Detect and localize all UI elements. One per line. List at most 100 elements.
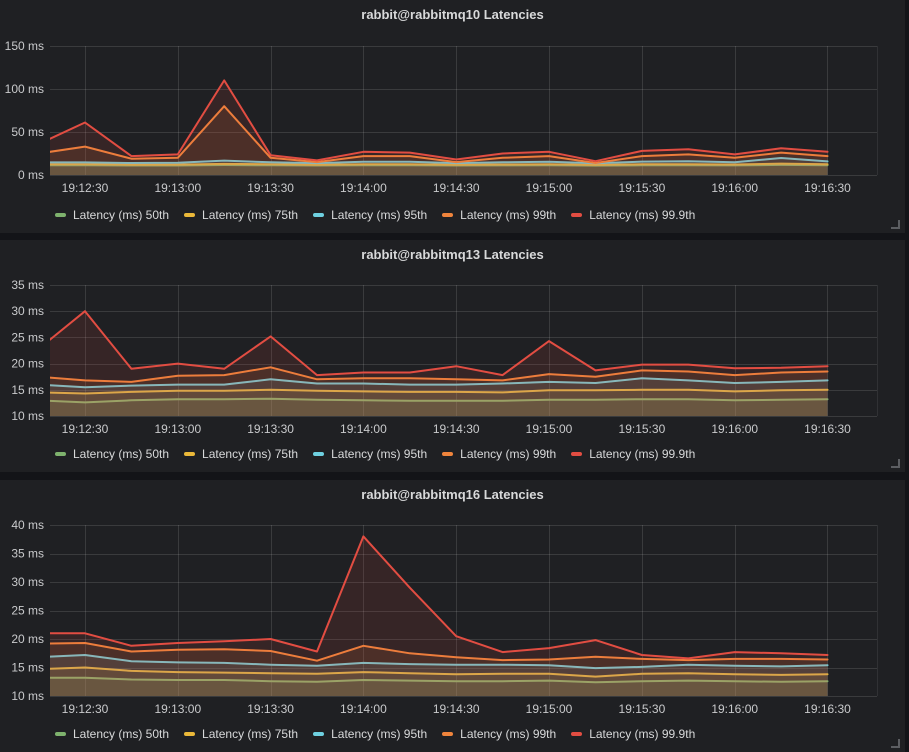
legend-series-label: Latency (ms) 75th <box>202 727 299 741</box>
series-line-99-9th <box>50 535 829 660</box>
panel-title[interactable]: rabbit@rabbitmq10 Latencies <box>361 7 544 22</box>
legend-series-color-icon <box>55 452 66 456</box>
y-tick-label: 15 ms <box>11 383 44 397</box>
x-tick-label: 19:14:00 <box>340 702 387 716</box>
series-line-75th <box>50 666 829 678</box>
series-fill-99-9th <box>50 311 828 416</box>
y-tick-label: 35 ms <box>11 278 44 292</box>
series-line-75th <box>50 162 829 166</box>
y-tick-label: 20 ms <box>11 357 44 371</box>
x-tick-label: 19:13:00 <box>154 422 201 436</box>
legend-item-50th[interactable]: Latency (ms) 50th <box>55 727 169 741</box>
legend-series-label: Latency (ms) 99th <box>460 208 557 222</box>
x-tick-label: 19:12:30 <box>62 181 109 195</box>
y-tick-label: 0 ms <box>18 168 44 182</box>
legend-series-label: Latency (ms) 99.9th <box>589 447 696 461</box>
legend: Latency (ms) 50th Latency (ms) 75th Latenc… <box>55 727 695 741</box>
x-tick-label: 19:14:30 <box>433 422 480 436</box>
legend: Latency (ms) 50th Latency (ms) 75th Latenc… <box>55 208 695 222</box>
x-tick-label: 19:13:00 <box>154 181 201 195</box>
latency-graph[interactable]: 19:12:30 19:13:00 19:13:30 19:14:00 19:14:30… <box>0 480 905 752</box>
x-tick-label: 19:16:30 <box>804 702 851 716</box>
panel-rabbitmq13-latencies: rabbit@rabbitmq13 Latencies 19:12:30 19:1… <box>0 240 905 472</box>
panel-resize-handle-icon[interactable] <box>891 220 900 229</box>
legend-series-color-icon <box>55 213 66 217</box>
series-line-99th <box>50 105 829 164</box>
legend-item-99th[interactable]: Latency (ms) 99th <box>442 727 556 741</box>
legend-item-99-9th[interactable]: Latency (ms) 99.9th <box>571 447 695 461</box>
y-tick-label: 100 ms <box>5 82 44 96</box>
legend-item-99th[interactable]: Latency (ms) 99th <box>442 208 556 222</box>
x-tick-label: 19:16:00 <box>711 181 758 195</box>
panel-resize-handle-icon[interactable] <box>891 459 900 468</box>
legend-series-label: Latency (ms) 95th <box>331 727 428 741</box>
y-tick-label: 25 ms <box>11 604 44 618</box>
x-tick-label: 19:13:00 <box>154 702 201 716</box>
legend-series-label: Latency (ms) 95th <box>331 208 428 222</box>
legend-item-75th[interactable]: Latency (ms) 75th <box>184 727 298 741</box>
x-tick-label: 19:12:30 <box>62 422 109 436</box>
latency-graph[interactable]: 19:12:30 19:13:00 19:13:30 19:14:00 19:14:30… <box>0 0 905 233</box>
legend-series-color-icon <box>442 213 454 217</box>
series-line-95th <box>50 157 829 165</box>
x-tick-label: 19:14:00 <box>340 422 387 436</box>
legend-series-color-icon <box>313 732 325 736</box>
panel-resize-handle-icon[interactable] <box>891 739 900 748</box>
x-tick-label: 19:15:00 <box>526 422 573 436</box>
series-line-50th <box>50 397 829 404</box>
legend-item-75th[interactable]: Latency (ms) 75th <box>184 208 298 222</box>
legend-series-color-icon <box>313 452 325 456</box>
x-tick-label: 19:14:30 <box>433 181 480 195</box>
legend-series-color-icon <box>313 213 325 217</box>
legend-series-color-icon <box>571 732 583 736</box>
legend-item-95th[interactable]: Latency (ms) 95th <box>313 727 427 741</box>
legend-series-label: Latency (ms) 50th <box>73 208 170 222</box>
series-line-99th <box>50 642 829 662</box>
x-tick-label: 19:15:30 <box>619 702 666 716</box>
series-line-50th <box>50 676 829 684</box>
legend-series-label: Latency (ms) 75th <box>202 447 299 461</box>
x-tick-label: 19:15:30 <box>619 422 666 436</box>
series-fill-75th <box>50 389 828 416</box>
latency-graph[interactable]: 19:12:30 19:13:00 19:13:30 19:14:00 19:14:30… <box>0 240 905 472</box>
panel-rabbitmq10-latencies: rabbit@rabbitmq10 Latencies 19:12:30 19:1… <box>0 0 905 233</box>
x-tick-label: 19:13:30 <box>247 181 294 195</box>
legend-series-label: Latency (ms) 99th <box>460 727 557 741</box>
x-tick-label: 19:15:30 <box>619 181 666 195</box>
series-line-99th <box>50 366 829 383</box>
legend-item-99th[interactable]: Latency (ms) 99th <box>442 447 556 461</box>
legend-item-95th[interactable]: Latency (ms) 95th <box>313 208 427 222</box>
panel-title[interactable]: rabbit@rabbitmq16 Latencies <box>361 487 544 502</box>
legend-series-color-icon <box>442 452 454 456</box>
legend-series-label: Latency (ms) 75th <box>202 208 299 222</box>
series-fill-99-9th <box>50 536 828 696</box>
y-tick-label: 20 ms <box>11 632 44 646</box>
y-tick-label: 30 ms <box>11 304 44 318</box>
y-tick-label: 150 ms <box>5 39 44 53</box>
legend-item-50th[interactable]: Latency (ms) 50th <box>55 447 169 461</box>
x-tick-label: 19:12:30 <box>62 702 109 716</box>
y-tick-label: 15 ms <box>11 661 44 675</box>
legend-item-99-9th[interactable]: Latency (ms) 99.9th <box>571 727 695 741</box>
series-fill-95th <box>50 655 828 696</box>
panel-title[interactable]: rabbit@rabbitmq13 Latencies <box>361 247 544 262</box>
legend-series-color-icon <box>184 732 196 736</box>
legend-series-label: Latency (ms) 99th <box>460 447 557 461</box>
y-tick-label: 25 ms <box>11 330 44 344</box>
legend-series-label: Latency (ms) 50th <box>73 727 170 741</box>
legend-item-75th[interactable]: Latency (ms) 75th <box>184 447 298 461</box>
series-line-95th <box>50 654 829 670</box>
series-fill-99th <box>50 643 828 696</box>
legend-item-95th[interactable]: Latency (ms) 95th <box>313 447 427 461</box>
y-tick-label: 35 ms <box>11 547 44 561</box>
legend-item-99-9th[interactable]: Latency (ms) 99.9th <box>571 208 695 222</box>
y-tick-label: 10 ms <box>11 689 44 703</box>
series-fill-99th <box>50 367 828 416</box>
legend-series-label: Latency (ms) 99.9th <box>589 727 696 741</box>
legend-series-color-icon <box>184 213 196 217</box>
legend: Latency (ms) 50th Latency (ms) 75th Latenc… <box>55 447 695 461</box>
legend-series-label: Latency (ms) 95th <box>331 447 428 461</box>
legend-item-50th[interactable]: Latency (ms) 50th <box>55 208 169 222</box>
legend-series-color-icon <box>184 452 196 456</box>
series-line-99-9th <box>50 310 829 377</box>
